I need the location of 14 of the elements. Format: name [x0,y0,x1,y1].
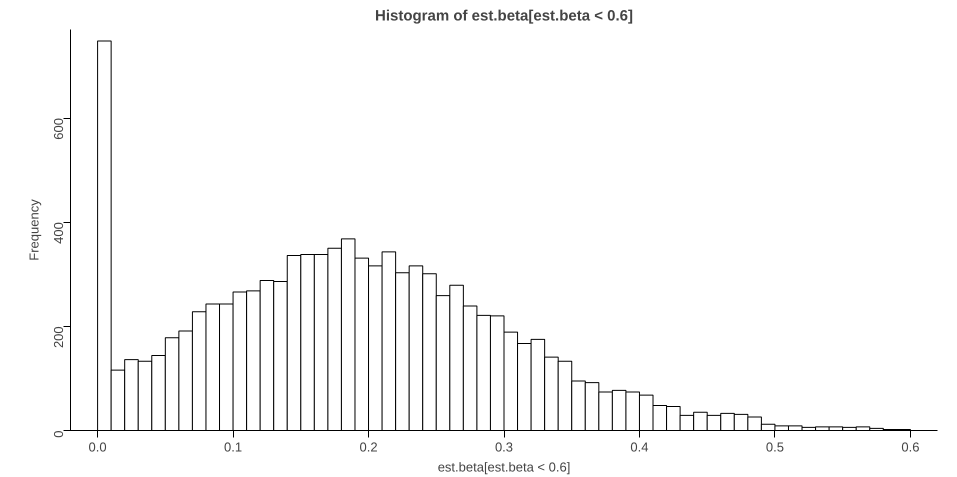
x-tick-label: 0.0 [88,440,107,454]
y-tick-label: 400 [51,222,66,244]
y-axis-title: Frequency [26,198,42,261]
x-tick-label: 0.5 [766,440,784,454]
x-tick-label: 0.4 [630,440,649,454]
y-tick-label: 200 [51,326,66,348]
y-tick-label: 600 [51,118,66,140]
y-tick-label: 0 [51,430,66,438]
chart-title: Histogram of est.beta[est.beta < 0.6] [375,8,634,24]
x-tick-label: 0.2 [359,440,378,454]
x-tick-label: 0.1 [224,440,242,454]
x-tick-label: 0.3 [494,440,514,454]
x-axis-title: est.beta[est.beta < 0.6] [438,460,570,474]
x-tick-label: 0.6 [901,440,920,454]
